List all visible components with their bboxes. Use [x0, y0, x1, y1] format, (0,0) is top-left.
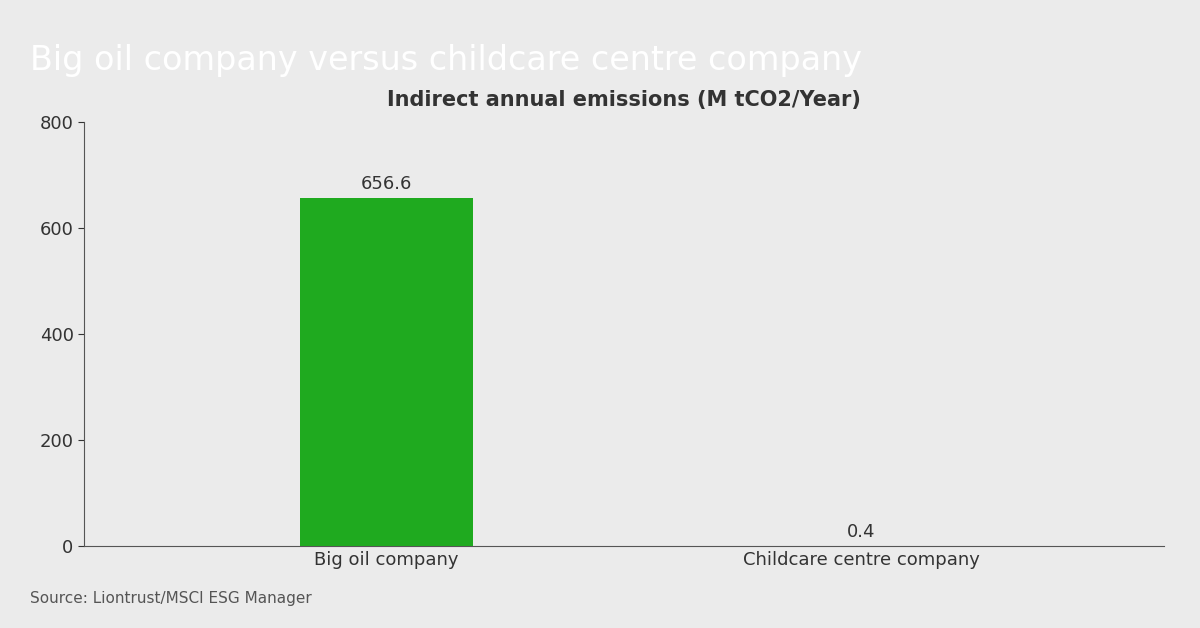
Bar [300, 198, 473, 546]
Text: Big oil company versus childcare centre company: Big oil company versus childcare centre … [30, 44, 862, 77]
Title: Indirect annual emissions (M tCO2/Year): Indirect annual emissions (M tCO2/Year) [388, 90, 860, 110]
Text: 656.6: 656.6 [361, 175, 412, 193]
Text: 0.4: 0.4 [847, 523, 876, 541]
Text: Source: Liontrust/MSCI ESG Manager: Source: Liontrust/MSCI ESG Manager [30, 591, 312, 606]
